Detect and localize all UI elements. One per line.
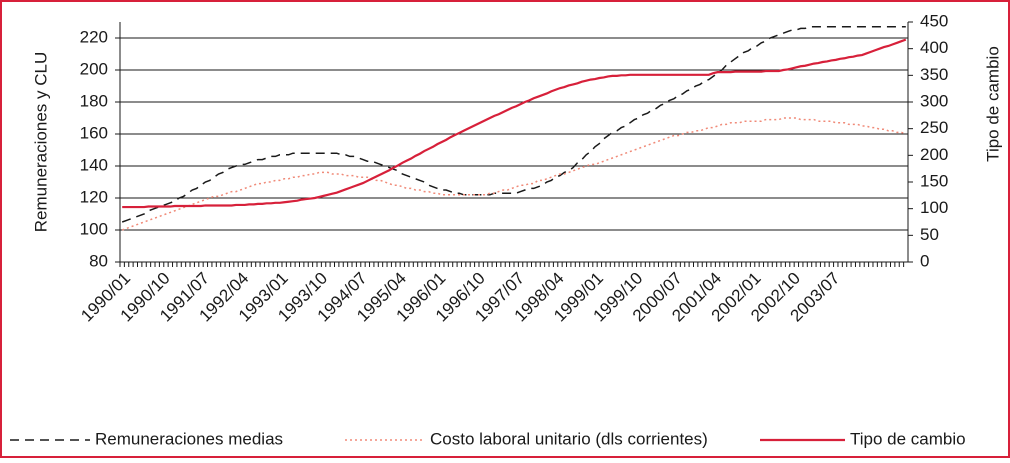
- y2-tick-label: 450: [920, 11, 948, 30]
- y2-tick-label: 50: [920, 225, 939, 244]
- y-tick-label: 160: [80, 123, 108, 142]
- legend-label: Remuneraciones medias: [95, 429, 283, 448]
- y-tick-label: 220: [80, 27, 108, 46]
- y2-tick-label: 100: [920, 198, 948, 217]
- series-line: [122, 38, 907, 209]
- y-tick-label: 120: [80, 187, 108, 206]
- y-tick-label: 180: [80, 91, 108, 110]
- y2-tick-label: 150: [920, 171, 948, 190]
- series-line: [121, 117, 907, 231]
- legend-label: Tipo de cambio: [850, 429, 966, 448]
- y2-tick-label: 200: [920, 145, 948, 164]
- y2-tick-label: 300: [920, 91, 948, 110]
- legend-label: Costo laboral unitario (dls corrientes): [430, 429, 708, 448]
- series-line: [121, 26, 906, 223]
- y2-axis-label: Tipo de cambio: [983, 46, 1002, 162]
- y-tick-label: 140: [80, 155, 108, 174]
- y2-tick-label: 0: [920, 251, 929, 270]
- y2-tick-label: 350: [920, 65, 948, 84]
- y-tick-label: 200: [80, 59, 108, 78]
- y-tick-label: 100: [80, 219, 108, 238]
- y-tick-label: 80: [89, 251, 108, 270]
- y-axis-label: Remuneraciones y CLU: [31, 52, 50, 232]
- y2-tick-label: 400: [920, 38, 948, 57]
- y2-tick-label: 250: [920, 118, 948, 137]
